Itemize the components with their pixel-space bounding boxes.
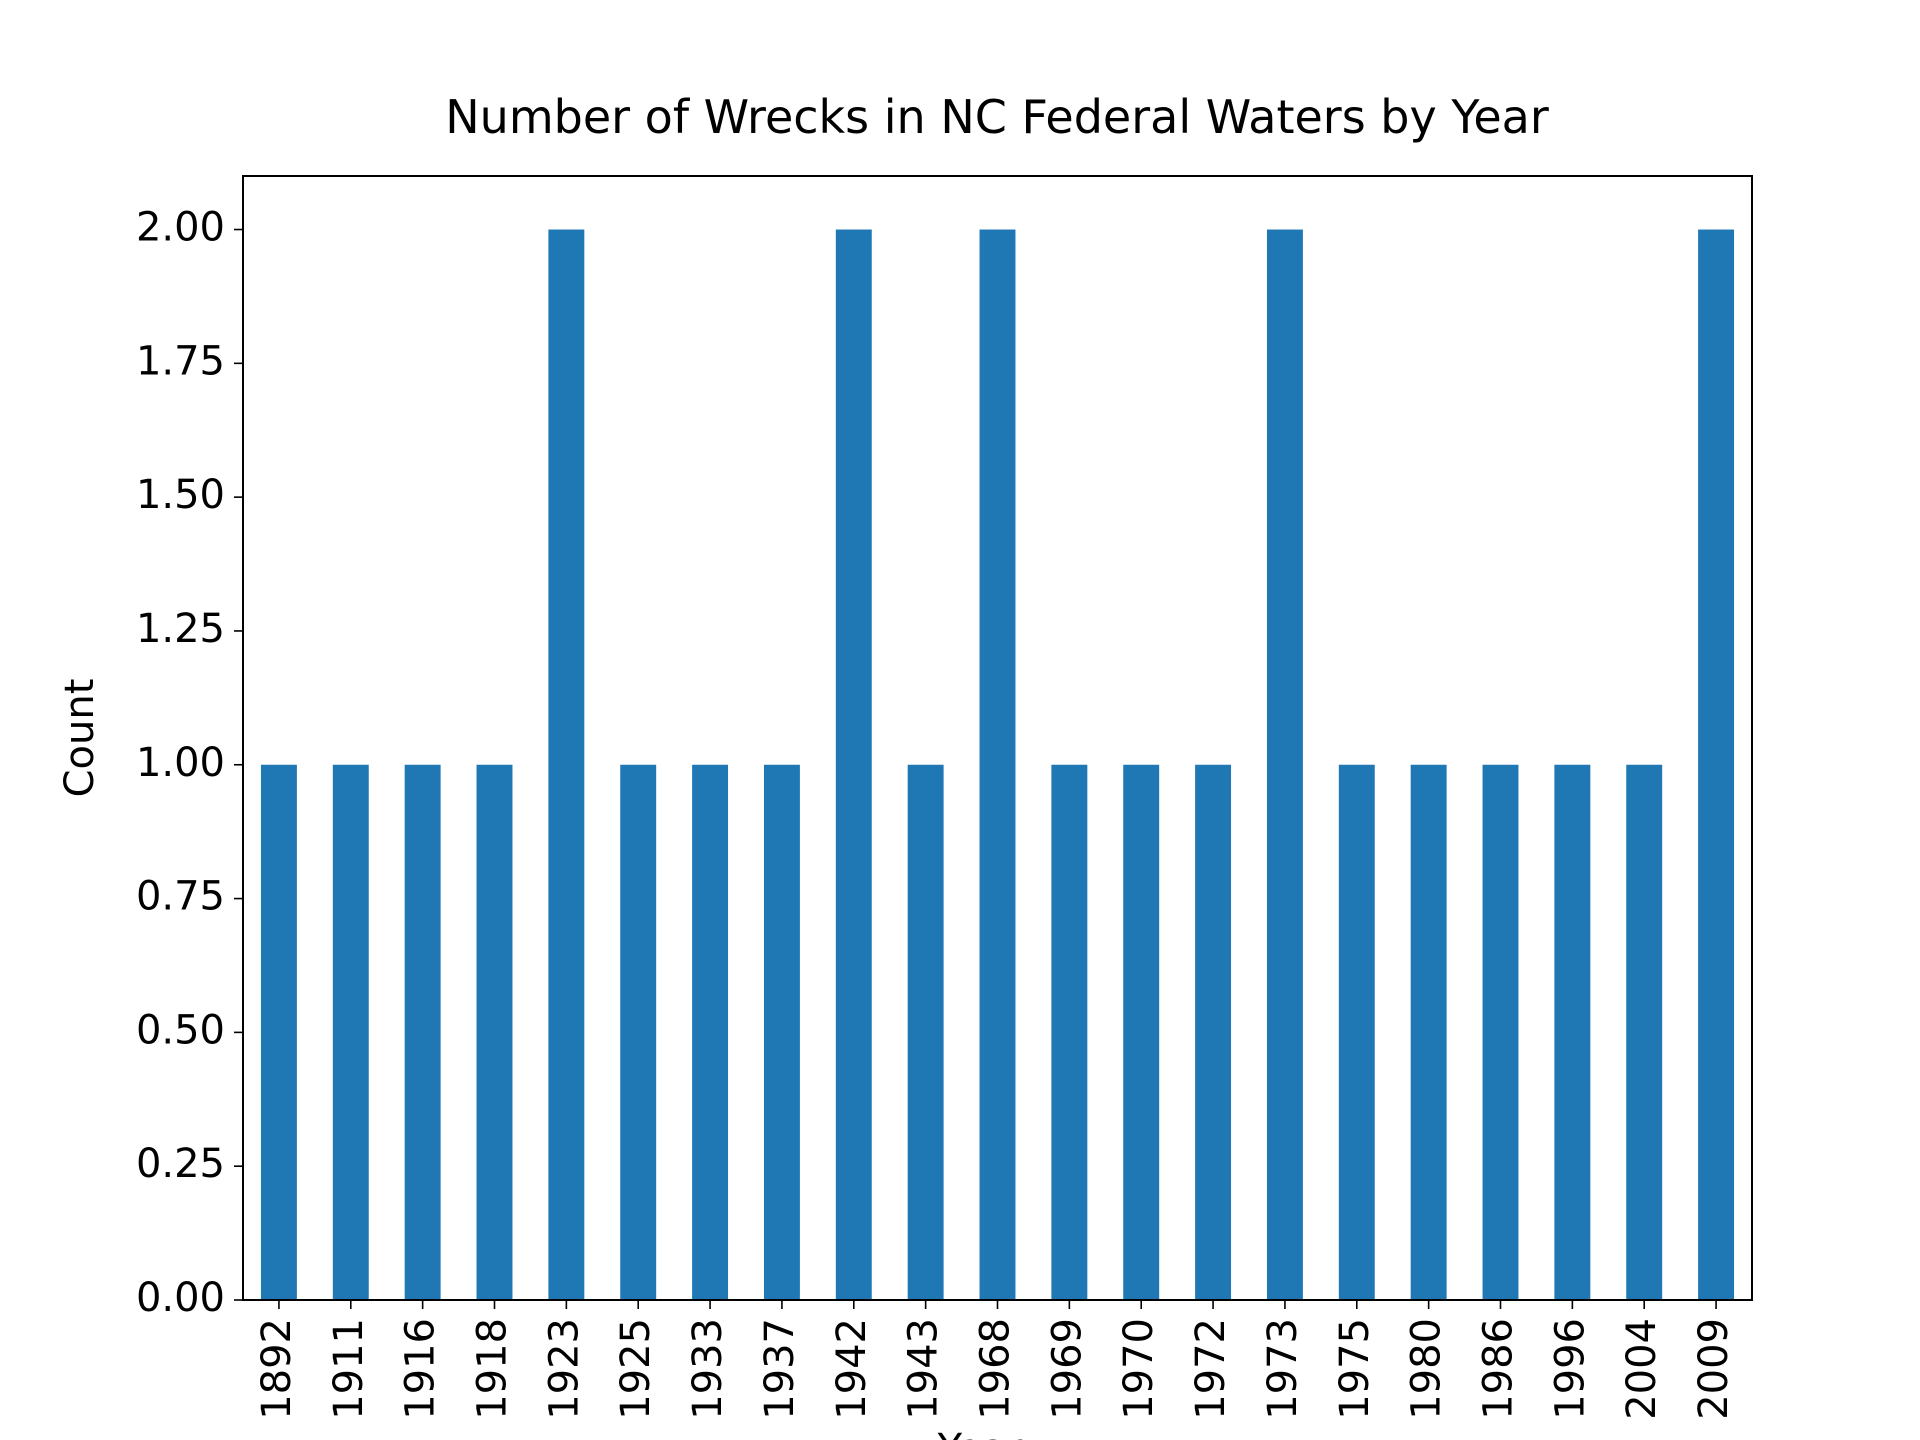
bar [332,764,369,1300]
x-tick-label: 1943 [901,1318,947,1420]
bar [1051,764,1088,1300]
y-axis-label: Count [57,679,103,798]
x-tick-label: 1892 [254,1318,300,1420]
x-tick-label: 1973 [1260,1318,1306,1420]
x-tick-label: 1975 [1332,1318,1378,1420]
bar [979,229,1016,1300]
bar [1554,764,1591,1300]
x-axis-label: Year [937,1426,1023,1440]
y-tick-label: 0.75 [136,874,225,920]
bar [835,229,872,1300]
bar [548,229,585,1300]
bar [907,764,944,1300]
y-tick-label: 0.25 [136,1141,225,1187]
x-tick-label: 1925 [613,1318,659,1420]
bar [260,764,297,1300]
x-tick-label: 1980 [1404,1318,1450,1420]
x-tick-label: 2004 [1619,1318,1665,1420]
y-tick-label: 1.25 [136,606,225,652]
bar [1626,764,1663,1300]
x-tick-label: 1970 [1116,1318,1162,1420]
bar [476,764,513,1300]
x-tick-label: 1942 [829,1318,875,1420]
y-tick-label: 1.75 [136,338,225,384]
x-tick-label: 1911 [326,1318,372,1420]
x-tick-label: 1972 [1188,1318,1234,1420]
bar [1266,229,1303,1300]
x-tick-label: 1916 [398,1318,444,1420]
x-tick-label: 2009 [1691,1318,1737,1420]
bar [1698,229,1735,1300]
y-tick-label: 0.50 [136,1007,225,1053]
bar [404,764,441,1300]
y-tick-label: 1.00 [136,740,225,786]
x-tick-label: 1986 [1476,1318,1522,1420]
bar [1410,764,1447,1300]
x-tick-label: 1968 [973,1318,1019,1420]
bar [620,764,657,1300]
x-tick-label: 1933 [685,1318,731,1420]
bar [1195,764,1232,1300]
x-tick-label: 1969 [1044,1318,1090,1420]
y-tick-label: 0.00 [136,1275,225,1321]
x-tick-label: 1918 [470,1318,516,1420]
x-tick-label: 1996 [1547,1318,1593,1420]
bar [1482,764,1519,1300]
chart-title: Number of Wrecks in NC Federal Waters by… [445,90,1549,144]
bar [1123,764,1160,1300]
bar [763,764,800,1300]
x-tick-label: 1937 [757,1318,803,1420]
bar [692,764,729,1300]
bar [1338,764,1375,1300]
plot-frame [242,175,1753,1301]
y-tick-label: 1.50 [136,472,225,518]
y-tick-label: 2.00 [136,205,225,251]
x-tick-label: 1923 [541,1318,587,1420]
